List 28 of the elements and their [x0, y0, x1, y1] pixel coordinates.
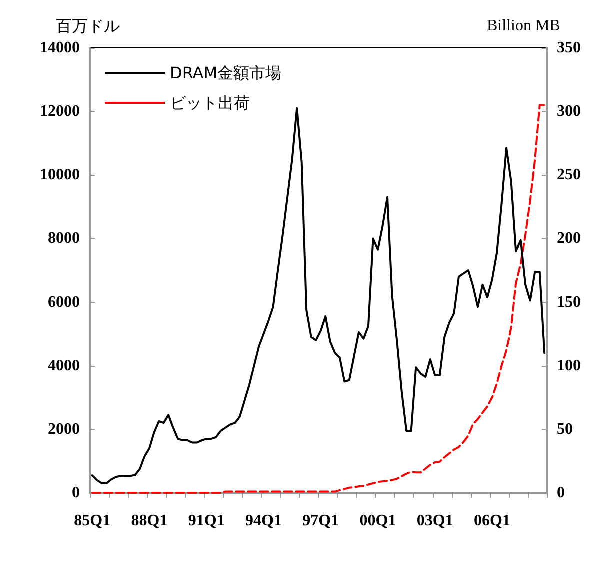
y2-tick-label: 150 — [557, 294, 581, 311]
y-tick-label: 14000 — [40, 40, 80, 56]
legend-label: DRAM金額市場 — [170, 64, 282, 82]
y-tick-label: 6000 — [48, 294, 80, 311]
y2-tick-label: 200 — [557, 230, 581, 248]
x-tick-label: 03Q1 — [416, 512, 454, 530]
y-tick-label: 2000 — [48, 420, 80, 438]
y2-tick-label: 250 — [557, 166, 581, 184]
x-tick-label: 06Q1 — [474, 512, 510, 530]
x-tick-label: 00Q1 — [360, 512, 396, 530]
y2-tick-label: 100 — [557, 357, 581, 374]
x-tick-label: 97Q1 — [302, 512, 340, 530]
y2-axis-title: Billion MB — [487, 18, 560, 34]
y2-tick-label: 350 — [557, 40, 581, 56]
y-tick-label: 0 — [72, 484, 80, 502]
y2-tick-label: 50 — [557, 420, 573, 438]
legend-label: ビット出荷 — [170, 94, 250, 112]
x-tick-label: 85Q1 — [74, 512, 111, 530]
y-tick-label: 12000 — [40, 103, 80, 120]
y2-tick-label: 0 — [557, 484, 565, 502]
x-tick-label: 94Q1 — [246, 512, 282, 530]
y2-tick-label: 300 — [557, 103, 581, 120]
y-tick-label: 4000 — [48, 357, 80, 374]
x-tick-label: 91Q1 — [188, 512, 225, 530]
y-tick-label: 8000 — [48, 230, 80, 248]
y-axis-title: 百万ドル — [56, 16, 120, 36]
y-tick-label: 10000 — [40, 166, 80, 184]
x-tick-label: 88Q1 — [131, 512, 168, 530]
